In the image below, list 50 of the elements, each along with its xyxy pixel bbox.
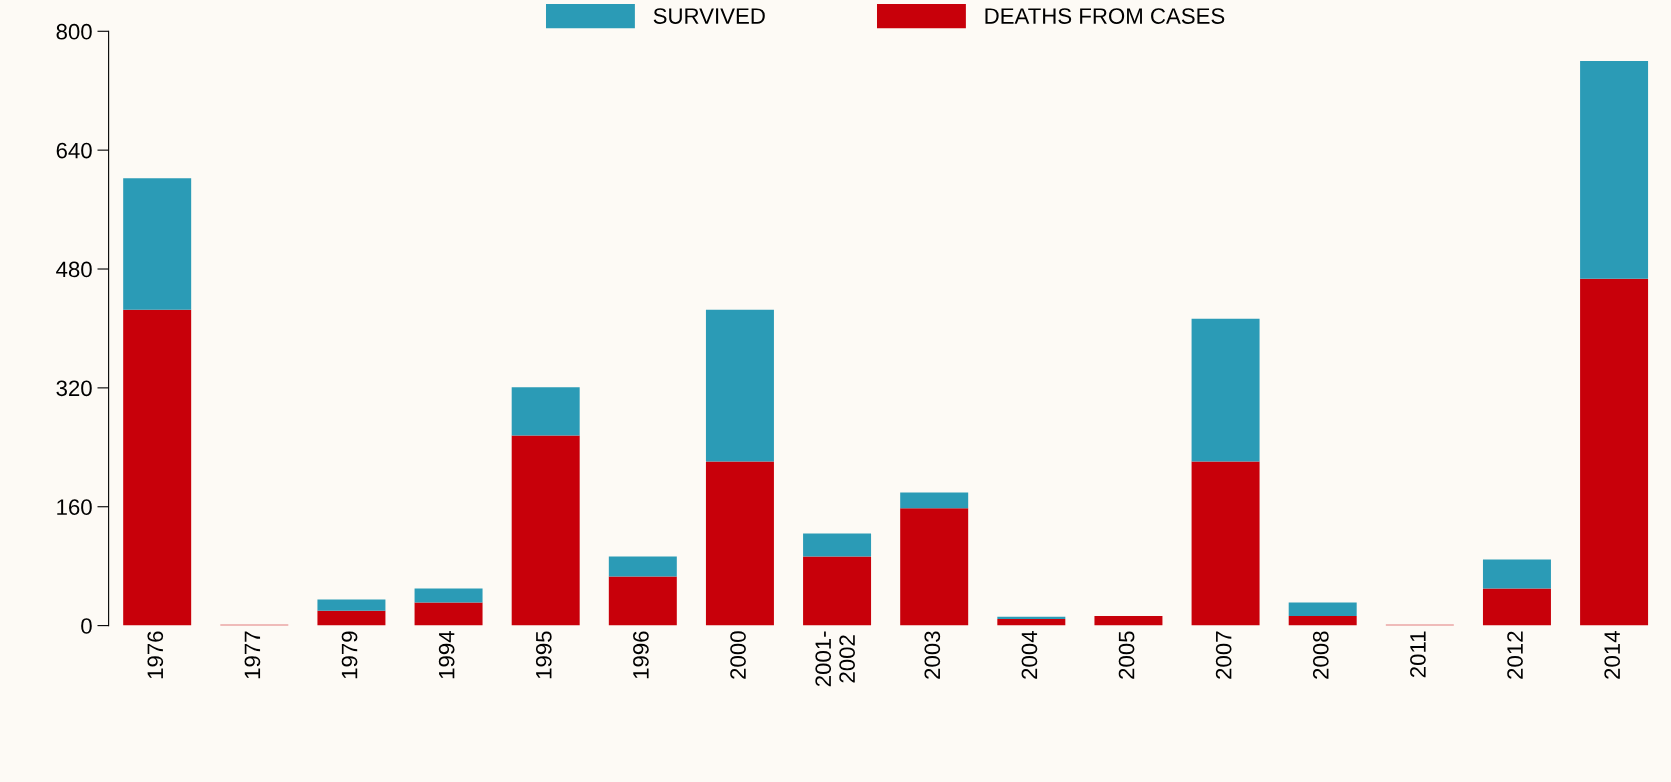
x-tick-label: 1995 [535, 631, 552, 679]
x-tick-label: 1979 [341, 631, 358, 679]
x-tick-label: 2007 [1215, 631, 1232, 679]
x-tick-label: 1994 [438, 631, 455, 679]
bar [1580, 61, 1649, 279]
bar [414, 602, 483, 626]
x-tick-label: 2012 [1507, 631, 1523, 679]
bar [1191, 461, 1260, 626]
bar [1482, 588, 1551, 626]
bar [317, 610, 386, 626]
x-tick-label: 2005 [1118, 631, 1135, 679]
x-tick-label: 2001- 2002 [815, 631, 855, 687]
bar [608, 576, 677, 626]
y-tick-label: 320 [56, 380, 92, 397]
x-tick-label: 1977 [244, 631, 261, 679]
bar [997, 618, 1066, 626]
x-tick-label: 1976 [147, 631, 164, 679]
x-tick-label: 2008 [1312, 631, 1329, 679]
x-tick-label: 2014 [1604, 631, 1621, 679]
bar [1191, 318, 1260, 462]
x-tick-label: 2000 [730, 631, 746, 679]
bar [511, 387, 580, 436]
bar [900, 508, 969, 626]
bar [803, 533, 872, 557]
y-tick-label: 640 [56, 142, 92, 159]
legend-label: SURVIVED [653, 8, 765, 24]
y-tick-label: 800 [56, 23, 92, 40]
bar [1288, 615, 1357, 626]
y-tick-label: 160 [57, 499, 92, 516]
bar [900, 492, 969, 509]
bar [123, 178, 192, 310]
x-tick-label: 2003 [924, 631, 941, 679]
x-tick-label: 2011 [1410, 631, 1426, 678]
bar [317, 599, 386, 611]
bar [608, 556, 677, 577]
bar [1580, 278, 1649, 626]
bar [705, 461, 774, 626]
bar [1094, 615, 1163, 626]
x-tick-label: 2004 [1021, 631, 1038, 679]
bar [1288, 602, 1357, 616]
y-tick-label: 0 [81, 618, 92, 634]
x-tick-label: 1996 [633, 631, 649, 679]
bar [414, 588, 483, 603]
bar [705, 309, 774, 462]
bar [1482, 559, 1551, 589]
bar [803, 556, 872, 626]
y-tick-label: 480 [56, 261, 92, 278]
legend-label: DEATHS FROM CASES [985, 8, 1225, 24]
bar [123, 309, 192, 626]
bar [511, 435, 580, 626]
